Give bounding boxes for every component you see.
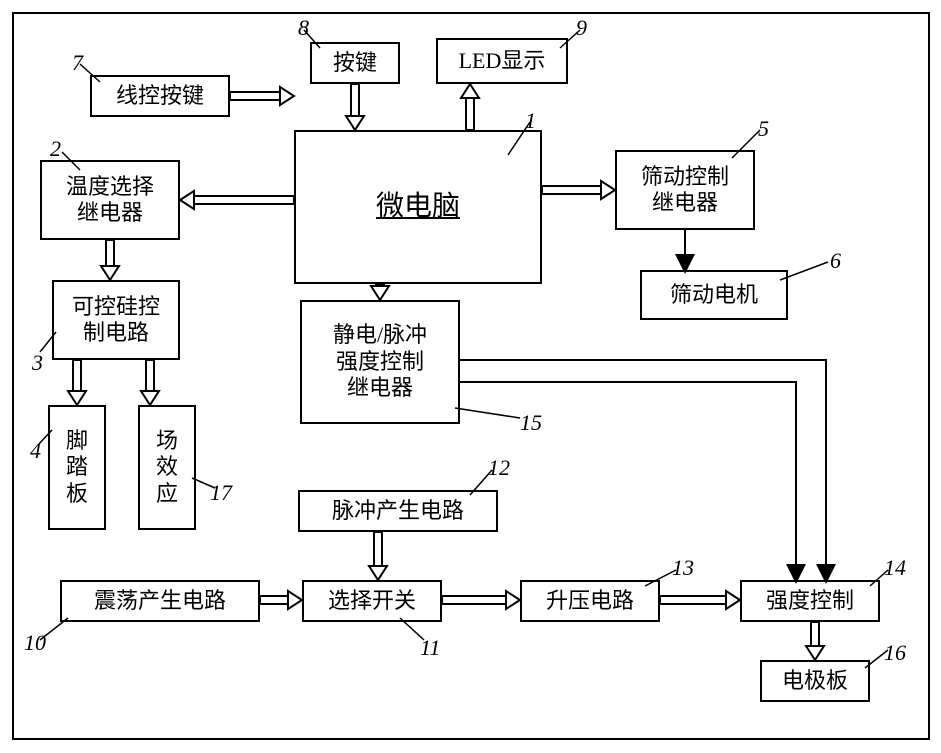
callout-3: 3 — [32, 350, 43, 376]
node-intensity-ctrl: 强度控制 — [740, 580, 880, 622]
node-text: 升压电路 — [546, 588, 634, 614]
node-microcomputer: 微电脑 — [294, 130, 542, 284]
callout-14: 14 — [884, 555, 906, 581]
callout-9: 9 — [576, 15, 587, 41]
node-text: 微电脑 — [376, 190, 460, 224]
node-select-switch: 选择开关 — [302, 580, 442, 622]
node-text: 脉冲产生电路 — [332, 498, 464, 524]
callout-11: 11 — [420, 635, 440, 661]
outer-frame — [12, 12, 930, 740]
node-foot-pedal: 脚 踏 板 — [48, 405, 106, 530]
node-text: 静电/脉冲 强度控制 继电器 — [333, 322, 427, 401]
callout-10: 10 — [24, 630, 46, 656]
node-osc-circuit: 震荡产生电路 — [60, 580, 260, 622]
callout-4: 4 — [30, 438, 41, 464]
node-scr-circuit: 可控硅控 制电路 — [52, 280, 180, 360]
node-pulse-circuit: 脉冲产生电路 — [298, 490, 498, 532]
callout-5: 5 — [758, 116, 769, 142]
callout-1: 1 — [525, 108, 536, 134]
node-text: LED显示 — [459, 48, 546, 74]
node-text: 温度选择 继电器 — [66, 174, 154, 227]
node-text: 按键 — [333, 50, 377, 76]
node-led-display: LED显示 — [436, 38, 568, 84]
callout-8: 8 — [298, 15, 309, 41]
callout-12: 12 — [488, 455, 510, 481]
node-text: 震荡产生电路 — [94, 588, 226, 614]
callout-17: 17 — [210, 480, 232, 506]
node-field-effect: 场 效 应 — [138, 405, 196, 530]
node-text: 电极板 — [782, 668, 848, 694]
node-electrode: 电极板 — [760, 660, 870, 702]
callout-7: 7 — [72, 50, 83, 76]
callout-6: 6 — [830, 248, 841, 274]
diagram-canvas: 微电脑 温度选择 继电器 可控硅控 制电路 脚 踏 板 筛动控制 继电器 筛动电… — [0, 0, 941, 753]
node-text: 强度控制 — [766, 588, 854, 614]
node-sieve-relay: 筛动控制 继电器 — [615, 150, 755, 230]
node-text: 筛动电机 — [670, 282, 758, 308]
node-text: 筛动控制 继电器 — [641, 164, 729, 217]
node-sieve-motor: 筛动电机 — [640, 270, 788, 320]
callout-15: 15 — [520, 410, 542, 436]
node-keys: 按键 — [310, 42, 400, 84]
node-wired-keys: 线控按键 — [90, 75, 230, 117]
node-text: 选择开关 — [328, 588, 416, 614]
node-text: 可控硅控 制电路 — [72, 294, 160, 347]
node-boost-circuit: 升压电路 — [520, 580, 660, 622]
callout-2: 2 — [50, 136, 61, 162]
node-text: 脚 踏 板 — [66, 428, 88, 507]
node-text: 线控按键 — [116, 83, 204, 109]
callout-13: 13 — [672, 555, 694, 581]
node-es-pulse-relay: 静电/脉冲 强度控制 继电器 — [300, 300, 460, 424]
node-temp-relay: 温度选择 继电器 — [40, 160, 180, 240]
callout-16: 16 — [884, 640, 906, 666]
node-text: 场 效 应 — [156, 428, 178, 507]
